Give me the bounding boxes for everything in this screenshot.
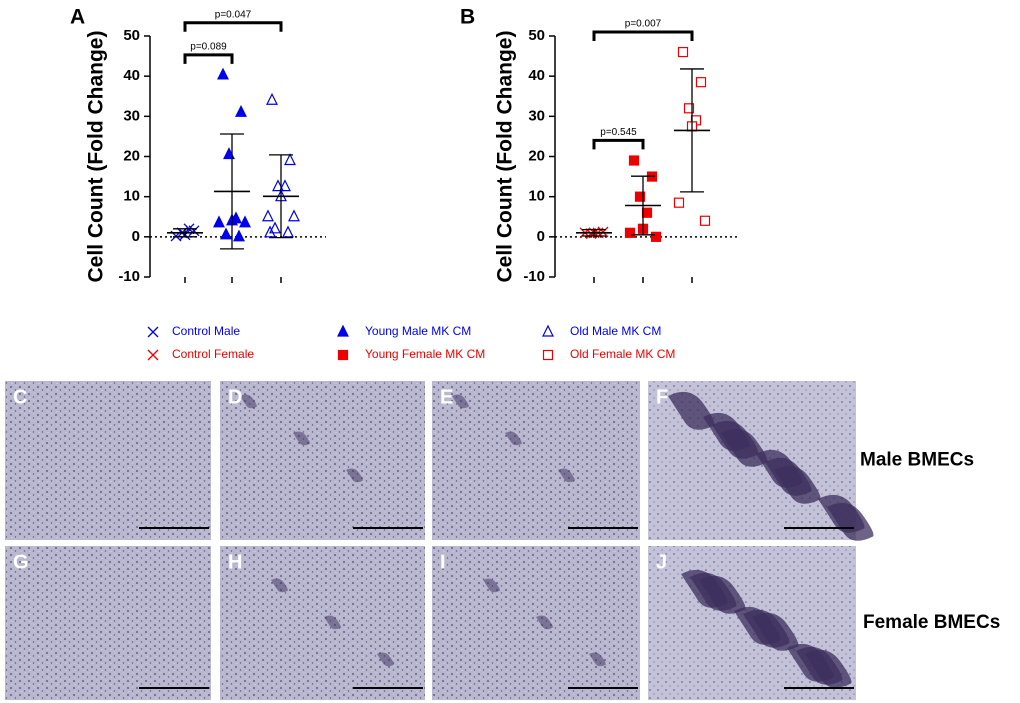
legend-label: Young Male MK CM [365,324,471,338]
micrograph [220,546,425,700]
y-tick-label: 20 [123,147,140,164]
cell-cluster [240,394,257,409]
cell-cluster [346,468,363,483]
cell-cluster [734,606,781,645]
cell-cluster [483,578,500,593]
significance-bracket [592,30,694,41]
cell-cluster [756,449,803,488]
cell-cluster [703,412,750,451]
point [264,225,276,238]
point [288,209,300,222]
cell-cluster [505,431,522,446]
legend-marker [147,349,159,361]
point [673,197,685,208]
y-tick-label: 10 [528,188,545,205]
y-tick-label: 0 [537,228,545,245]
point [683,103,695,114]
point [269,221,281,234]
y-axis-label: Cell Count (Fold Change) [85,31,108,283]
y-tick-label: 10 [123,188,140,205]
panel-letter: C [13,386,27,408]
legend-marker [147,326,159,338]
legend-label: Control Male [172,324,240,338]
cell-cluster [818,494,865,533]
point [266,92,278,105]
point [220,227,232,240]
cell-cluster [589,652,606,667]
legend-label: Old Male MK CM [570,324,661,338]
legend-marker [337,349,349,361]
point [650,231,662,242]
cell-cluster [271,578,288,593]
panel-letter: G [13,551,29,573]
cell-cluster [293,431,310,446]
legend-marker [542,324,554,337]
point [217,67,229,80]
cell-cluster [536,615,553,630]
point [279,179,291,192]
panel-letter: A [70,6,85,29]
panel-letter: J [656,551,667,573]
point [284,153,296,166]
point [262,209,274,222]
point [695,77,707,88]
p-value: p=0.545 [600,127,637,138]
y-tick-label: 20 [528,147,545,164]
micrograph [5,381,211,540]
cell-cluster [681,569,728,608]
y-tick-label: 30 [528,107,545,124]
p-value: p=0.007 [625,19,662,30]
y-tick-label: 0 [132,228,140,245]
panel-letter: D [228,386,242,408]
point [233,229,245,242]
legend-label: Young Female MK CM [365,347,485,361]
y-tick-label: 40 [528,67,545,84]
legend-label: Control Female [172,347,254,361]
p-value: p=0.089 [190,42,227,53]
significance-bracket [592,138,645,150]
cell-cluster [668,391,715,430]
panel-letter: H [228,551,242,573]
point [628,155,640,166]
point [699,215,711,226]
cell-cluster [787,643,834,682]
legend-label: Old Female MK CM [570,347,675,361]
y-tick-label: 40 [123,67,140,84]
row-label: Male BMECs [860,450,974,471]
legend-marker [337,324,349,337]
row-label: Female BMECs [863,612,1000,633]
significance-bracket [183,53,234,64]
y-tick-label: 30 [123,107,140,124]
significance-bracket [183,21,283,32]
point [282,225,294,238]
cell-cluster [558,468,575,483]
micrograph [5,546,211,700]
point [634,191,646,202]
cell-cluster [324,615,341,630]
point [677,46,689,58]
cell-cluster [452,394,469,409]
y-tick-label: -10 [118,268,140,285]
y-tick-label: -10 [523,268,545,285]
y-tick-label: 50 [528,27,545,44]
panel-letter: B [460,6,475,29]
point [624,227,636,238]
panel-letter: E [440,386,453,408]
y-tick-label: 50 [123,27,140,44]
panel-letter: I [440,551,446,573]
point [239,215,251,228]
cell-cluster [377,652,394,667]
point [213,215,225,228]
point [235,104,247,117]
point [641,207,653,218]
panel-letter: F [656,386,668,408]
p-value: p=0.047 [215,9,252,20]
legend-marker [542,349,554,361]
micrograph [432,546,640,700]
y-axis-label: Cell Count (Fold Change) [494,31,517,283]
